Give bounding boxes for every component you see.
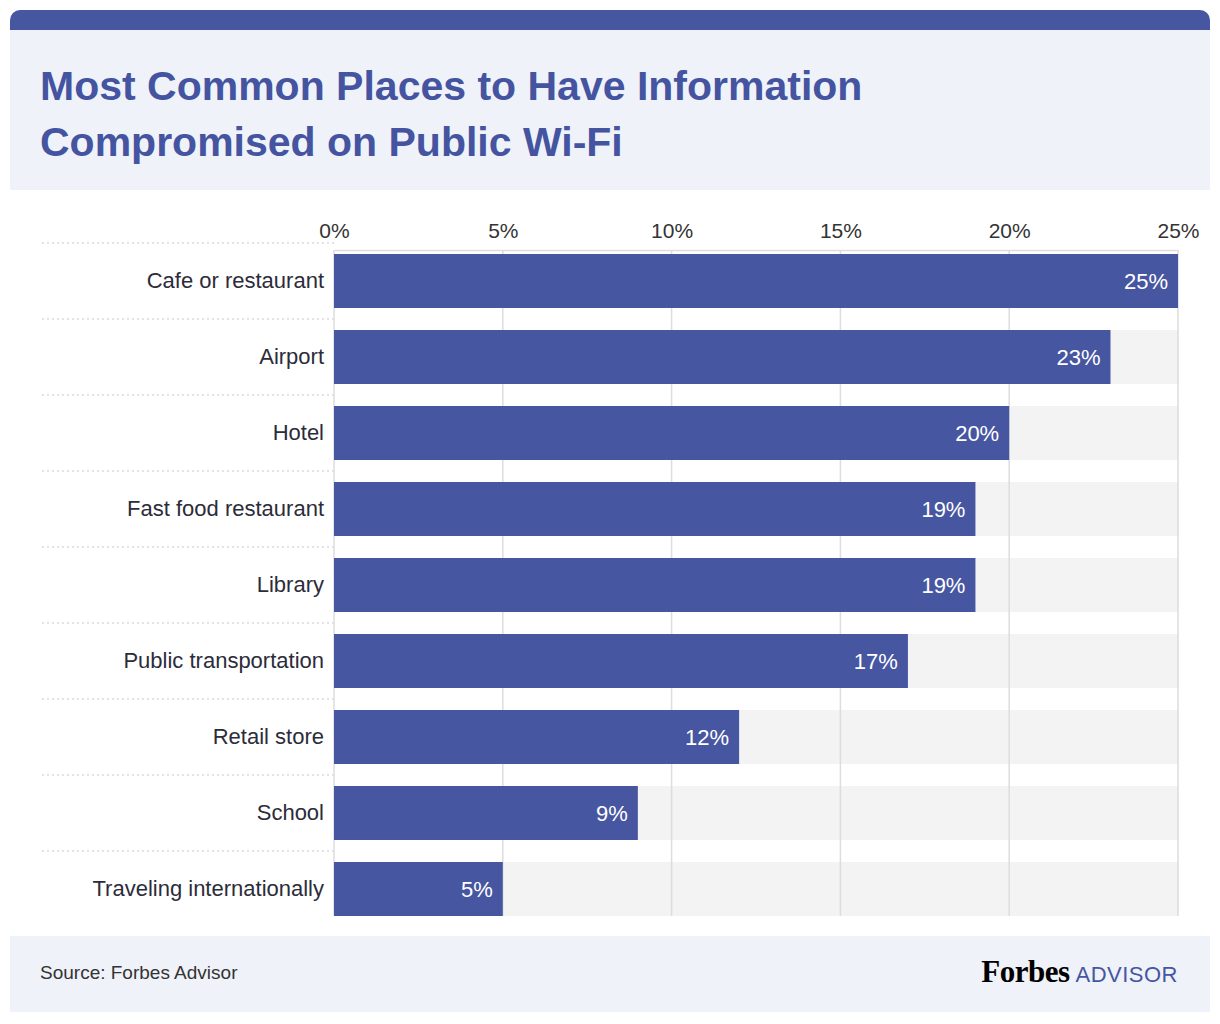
y-tick-label: Fast food restaurant (127, 496, 324, 521)
bar (334, 862, 503, 916)
bar (334, 406, 1009, 460)
data-label: 19% (921, 573, 965, 598)
data-label: 9% (596, 801, 628, 826)
bars (334, 254, 1178, 916)
row-band (334, 710, 1178, 764)
y-tick: Public transportation (123, 648, 334, 673)
y-axis: Cafe or restaurant Airport Hotel Fast food … (92, 268, 334, 901)
row-separator (42, 470, 334, 471)
x-axis: 0% 5% 10% 15% 20% 25% (319, 219, 1199, 251)
x-tick: 20% (989, 219, 1031, 250)
x-tick-label: 10% (651, 219, 693, 242)
data-label: 19% (921, 497, 965, 522)
y-tick-label: Airport (259, 344, 324, 369)
y-tick-label: Public transportation (123, 648, 324, 673)
row-band (334, 254, 1178, 308)
row-separators (42, 243, 334, 851)
row-separator (42, 850, 334, 851)
x-tick-label: 25% (1157, 219, 1199, 242)
data-label: 5% (461, 877, 493, 902)
row-band (334, 330, 1178, 384)
y-tick: School (257, 800, 334, 825)
footer: Source: Forbes Advisor ForbesADVISOR (10, 936, 1210, 1012)
y-tick: Retail store (213, 724, 334, 749)
row-separator (42, 698, 334, 699)
x-tick: 0% (319, 219, 349, 250)
row-separator (42, 546, 334, 547)
row-band (334, 482, 1178, 536)
x-tick-label: 5% (488, 219, 518, 242)
grid-line (1177, 250, 1179, 916)
bar (334, 330, 1110, 384)
row-band (334, 406, 1178, 460)
row-separator (42, 394, 334, 395)
y-tick-label: Traveling internationally (92, 876, 324, 901)
source: Source: Forbes Advisor (40, 962, 237, 984)
row-band (334, 786, 1178, 840)
title: Most Common Places to Have Information C… (40, 58, 1040, 170)
bar (334, 710, 739, 764)
bar (334, 482, 975, 536)
x-tick: 15% (820, 219, 862, 250)
brand-suffix: ADVISOR (1075, 962, 1178, 987)
x-tick: 10% (651, 219, 693, 250)
bar (334, 254, 1178, 308)
y-tick-label: Retail store (213, 724, 324, 749)
row-band (334, 558, 1178, 612)
row-bands (334, 254, 1178, 916)
bar (334, 558, 975, 612)
x-axis-line (335, 250, 1179, 252)
data-label: 17% (854, 649, 898, 674)
brand: ForbesADVISOR (981, 954, 1178, 990)
x-tick-label: 0% (319, 219, 349, 242)
row-separator (42, 318, 334, 319)
row-separator (42, 622, 334, 623)
x-tick-label: 15% (820, 219, 862, 242)
y-tick-label: Hotel (273, 420, 324, 445)
data-label: 25% (1124, 269, 1168, 294)
y-tick: Airport (259, 344, 334, 369)
y-tick: Hotel (273, 420, 334, 445)
bar (334, 786, 638, 840)
y-tick: Library (257, 572, 334, 597)
data-label: 12% (685, 725, 729, 750)
data-labels: 25% 23% 20% 19% 19% 17% 12% 9% 5% (461, 269, 1168, 902)
y-tick: Traveling internationally (92, 876, 334, 901)
x-tick-label: 20% (989, 219, 1031, 242)
y-tick: Fast food restaurant (127, 496, 334, 521)
row-band (334, 634, 1178, 688)
grid (334, 250, 1178, 916)
y-tick-label: Cafe or restaurant (147, 268, 324, 293)
y-tick: Cafe or restaurant (147, 268, 334, 293)
row-separator (42, 242, 334, 243)
x-tick: 5% (488, 219, 518, 250)
bar (334, 634, 908, 688)
x-tick: 25% (1157, 219, 1199, 250)
data-label: 23% (1056, 345, 1100, 370)
y-tick-label: Library (257, 572, 324, 597)
brand-name: Forbes (981, 954, 1069, 989)
row-band (334, 862, 1178, 916)
y-tick-label: School (257, 800, 324, 825)
header: Most Common Places to Have Information C… (10, 10, 1210, 190)
row-separator (42, 774, 334, 775)
chart: 25%23%20%19%19%17%12%9%5%0%5%10%15%20%25… (0, 0, 1220, 1024)
data-label: 20% (955, 421, 999, 446)
